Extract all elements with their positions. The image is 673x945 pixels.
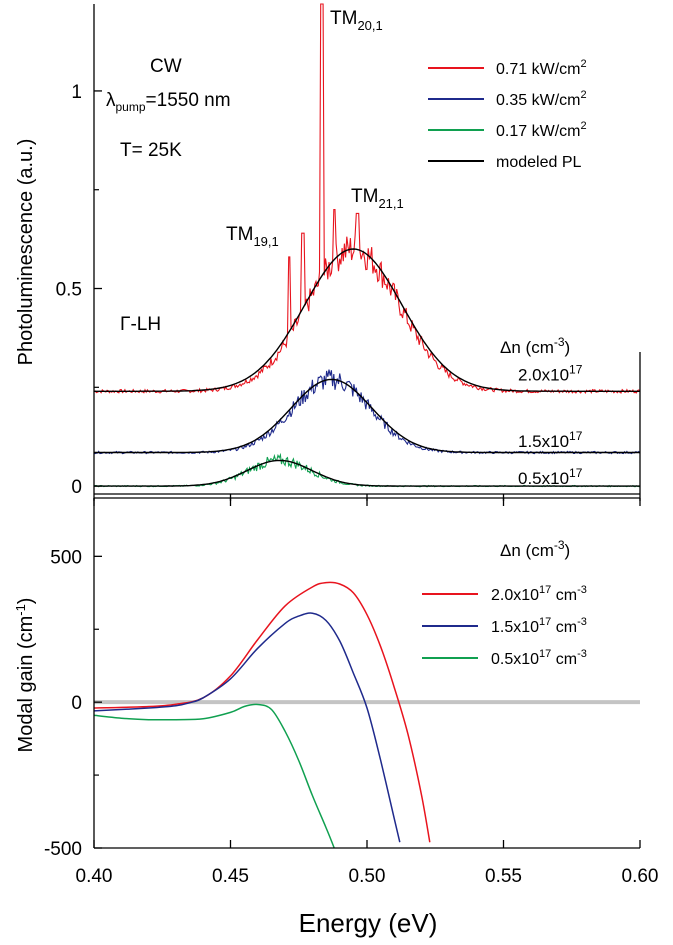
gain-y-tick-label: 0 bbox=[71, 693, 82, 714]
modeled-pl-group bbox=[94, 248, 640, 487]
peak-label-tm19-sub: 19,1 bbox=[253, 234, 278, 249]
gain-y-axis-title: Modal gain (cm-1) bbox=[13, 598, 37, 753]
modeled-pl-line bbox=[94, 459, 640, 487]
gain-series-line bbox=[93, 612, 401, 843]
pl-y-axis-title: Photoluminescence (a.u.) bbox=[15, 139, 37, 366]
peak-label-tm20-main: TM bbox=[330, 8, 357, 29]
peak-label-tm19: TM19,1 bbox=[226, 224, 279, 249]
peak-label-tm19-main: TM bbox=[226, 224, 253, 245]
pl-axes: 00.51 bbox=[56, 4, 641, 501]
gain-panel: -500 0 500 0.40 0.45 0.50 0.55 0.60 Modal gain … bbox=[13, 497, 659, 938]
gain-dn-header-main: Δn (cm bbox=[500, 541, 554, 560]
pl-legend-label: 0.71 kW/cm2 bbox=[496, 58, 587, 78]
peak-label-tm20: TM20,1 bbox=[330, 8, 383, 33]
pl-dn-header-main: Δn (cm bbox=[500, 338, 554, 357]
pl-y-tick-label: 1 bbox=[71, 82, 82, 103]
gain-legend-label: 2.0x1017 cm-3 bbox=[491, 584, 587, 604]
gain-series-line bbox=[93, 703, 335, 849]
gain-legend: 2.0x1017 cm-3 1.5x1017 cm-3 0.5x1017 cm-3 bbox=[422, 584, 587, 668]
pl-dn-header: Δn (cm-3) bbox=[500, 335, 570, 357]
gain-dn-header-sup: -3 bbox=[554, 538, 565, 552]
temperature-label: T= 25K bbox=[120, 140, 182, 161]
x-axis-title: Energy (eV) bbox=[299, 908, 438, 938]
pl-y-tick-label: 0.5 bbox=[56, 280, 82, 301]
x-tick-label: 0.45 bbox=[212, 866, 249, 887]
pl-dn-labels: 2.0x1017 1.5x1017 0.5x1017 bbox=[518, 362, 583, 488]
pl-dn-label: 0.5x1017 bbox=[518, 466, 583, 488]
gain-axes: -500 0 500 0.40 0.45 0.50 0.55 0.60 bbox=[44, 497, 659, 887]
pl-dn-header-close: ) bbox=[565, 338, 571, 357]
modeled-pl-line bbox=[94, 248, 640, 392]
peak-label-tm21: TM21,1 bbox=[351, 186, 404, 211]
gain-y-title-close: ) bbox=[15, 598, 37, 605]
gain-legend-label: 0.5x1017 cm-3 bbox=[491, 648, 587, 668]
lambda-symbol: λ bbox=[106, 90, 116, 111]
pl-dn-header-sup: -3 bbox=[554, 335, 565, 349]
lambda-value: =1550 nm bbox=[146, 90, 231, 111]
gain-y-title-sup: -1 bbox=[13, 604, 28, 616]
gain-y-title-main: Modal gain (cm bbox=[15, 616, 37, 753]
gain-dn-header: Δn (cm-3) bbox=[500, 538, 570, 560]
gain-dn-header-close: ) bbox=[565, 541, 571, 560]
pump-wavelength-label: λpump=1550 nm bbox=[106, 90, 231, 114]
pl-legend-label: 0.17 kW/cm2 bbox=[496, 120, 587, 140]
cw-label: CW bbox=[150, 56, 182, 77]
pl-dn-label: 2.0x1017 bbox=[518, 362, 583, 384]
modeled-pl-line bbox=[94, 378, 640, 454]
pl-legend: 0.71 kW/cm2 0.35 kW/cm2 0.17 kW/cm2 modeled… bbox=[428, 58, 587, 171]
peak-label-tm20-sub: 20,1 bbox=[357, 18, 382, 33]
x-tick-label: 0.50 bbox=[349, 866, 386, 887]
gain-y-tick-label: -500 bbox=[44, 839, 82, 860]
gain-legend-label: 1.5x1017 cm-3 bbox=[491, 616, 587, 636]
x-tick-label: 0.55 bbox=[485, 866, 522, 887]
pl-dn-label: 1.5x1017 bbox=[518, 429, 583, 451]
x-tick-label: 0.40 bbox=[76, 866, 113, 887]
gain-y-tick-label: 500 bbox=[50, 547, 82, 568]
gain-series-line bbox=[93, 581, 431, 843]
x-tick-label: 0.60 bbox=[622, 866, 659, 887]
lambda-subscript: pump bbox=[116, 100, 146, 114]
pl-legend-label: modeled PL bbox=[496, 154, 581, 171]
pl-legend-label: 0.35 kW/cm2 bbox=[496, 89, 587, 109]
band-label: Γ-LH bbox=[120, 314, 161, 335]
peak-label-tm21-sub: 21,1 bbox=[378, 196, 403, 211]
pl-panel: 00.51 Photoluminescence (a.u.) CW λpump=… bbox=[15, 3, 641, 501]
gain-series-group bbox=[93, 581, 431, 849]
peak-label-tm21-main: TM bbox=[351, 186, 378, 207]
pl-y-tick-label: 0 bbox=[71, 477, 82, 498]
